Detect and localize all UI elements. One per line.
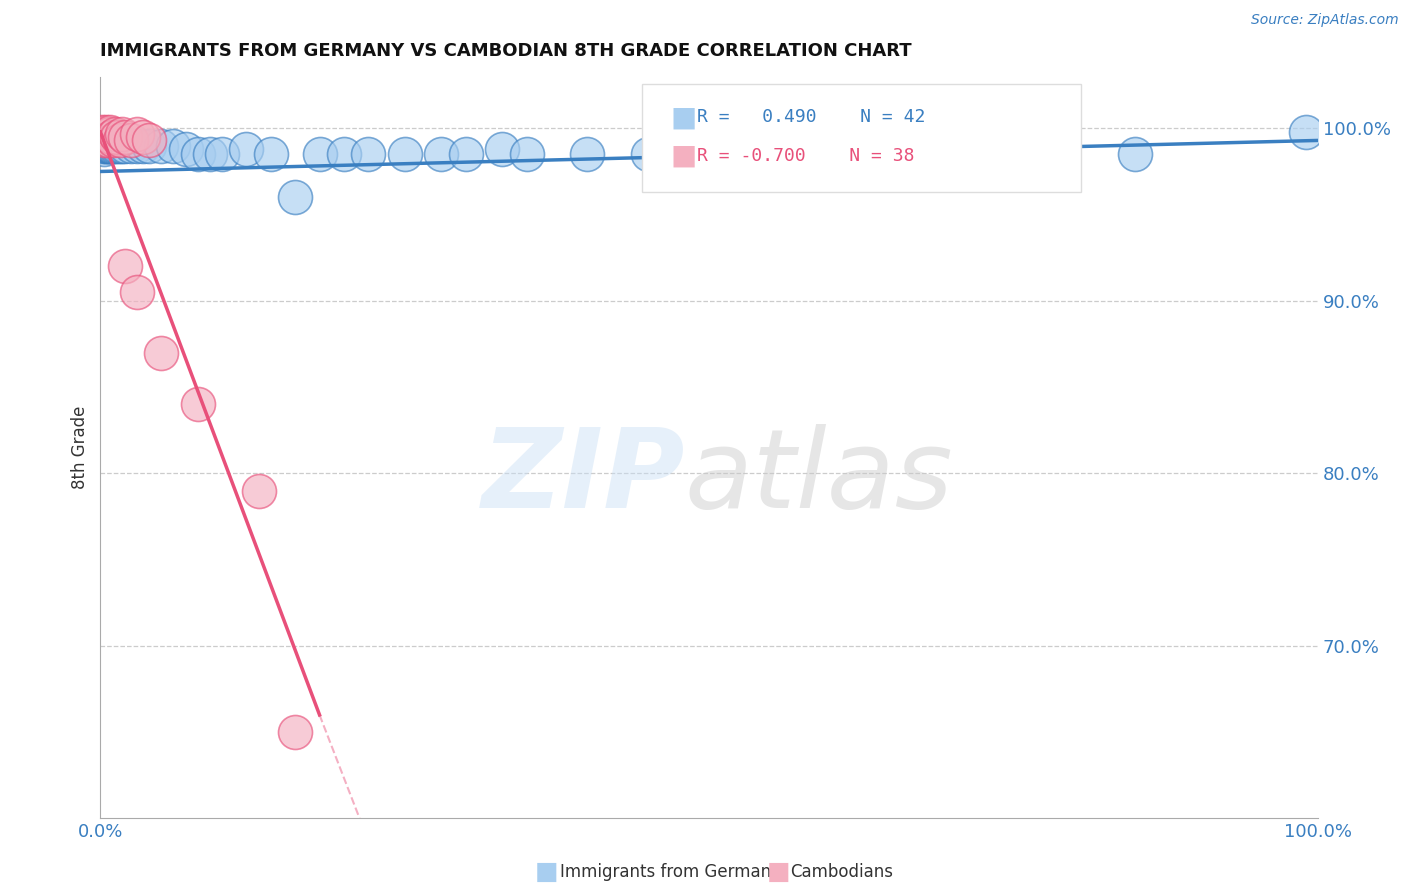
Point — [111, 127, 134, 141]
Point — [94, 127, 117, 141]
Point — [125, 285, 148, 300]
Text: Cambodians: Cambodians — [790, 863, 893, 881]
Point — [108, 133, 131, 147]
Text: Source: ZipAtlas.com: Source: ZipAtlas.com — [1251, 13, 1399, 28]
Point — [308, 147, 330, 161]
Point — [454, 147, 477, 161]
Point — [105, 138, 128, 153]
Point — [211, 147, 233, 161]
Point — [108, 138, 131, 153]
Point — [247, 483, 270, 498]
Point — [105, 130, 128, 145]
Point — [94, 138, 117, 153]
Point — [125, 138, 148, 153]
Point — [120, 138, 142, 153]
Point — [637, 147, 659, 161]
Point — [162, 138, 184, 153]
Point — [91, 138, 114, 153]
Point — [284, 725, 307, 739]
Point — [101, 133, 124, 147]
Point — [1295, 125, 1317, 139]
Point — [93, 133, 115, 147]
Point — [1125, 147, 1147, 161]
Text: atlas: atlas — [685, 424, 953, 531]
Point — [104, 138, 127, 153]
FancyBboxPatch shape — [643, 84, 1081, 192]
Point — [97, 127, 120, 141]
Point — [235, 142, 257, 156]
Point — [284, 190, 307, 204]
Point — [198, 147, 221, 161]
Point — [260, 147, 283, 161]
Point — [132, 130, 155, 145]
Text: R =   0.490    N = 42: R = 0.490 N = 42 — [697, 109, 925, 127]
Point — [91, 130, 114, 145]
Point — [114, 138, 136, 153]
Point — [111, 138, 134, 153]
Point — [104, 127, 127, 141]
Point — [120, 133, 142, 147]
Point — [101, 138, 124, 153]
Text: ■: ■ — [766, 861, 790, 884]
Point — [333, 147, 356, 161]
Point — [150, 138, 173, 153]
Point — [96, 138, 118, 153]
Point — [576, 147, 599, 161]
Point — [98, 138, 121, 153]
Point — [759, 147, 782, 161]
Text: ZIP: ZIP — [481, 424, 685, 531]
Point — [96, 125, 118, 139]
Point — [90, 138, 112, 153]
Y-axis label: 8th Grade: 8th Grade — [72, 406, 89, 489]
Text: IMMIGRANTS FROM GERMANY VS CAMBODIAN 8TH GRADE CORRELATION CHART: IMMIGRANTS FROM GERMANY VS CAMBODIAN 8TH… — [100, 42, 912, 60]
Text: ■: ■ — [671, 103, 696, 131]
Point — [138, 138, 160, 153]
Point — [174, 142, 197, 156]
Point — [491, 142, 513, 156]
Point — [150, 345, 173, 359]
Text: ■: ■ — [534, 861, 558, 884]
Text: R = -0.700    N = 38: R = -0.700 N = 38 — [697, 147, 914, 165]
Point — [90, 125, 112, 139]
Point — [114, 130, 136, 145]
Point — [357, 147, 380, 161]
Point — [114, 260, 136, 274]
Point — [100, 130, 122, 145]
Point — [93, 142, 115, 156]
Point — [138, 133, 160, 147]
Point — [97, 133, 120, 147]
Point — [132, 138, 155, 153]
Point — [516, 147, 538, 161]
Point — [394, 147, 416, 161]
Point — [697, 147, 720, 161]
Point — [100, 138, 122, 153]
Point — [187, 397, 209, 411]
Point — [125, 127, 148, 141]
Point — [187, 147, 209, 161]
Point — [98, 125, 121, 139]
Text: Immigrants from Germany: Immigrants from Germany — [560, 863, 780, 881]
Point — [97, 138, 120, 153]
Point — [430, 147, 453, 161]
Point — [97, 138, 120, 153]
Text: ■: ■ — [671, 142, 696, 170]
